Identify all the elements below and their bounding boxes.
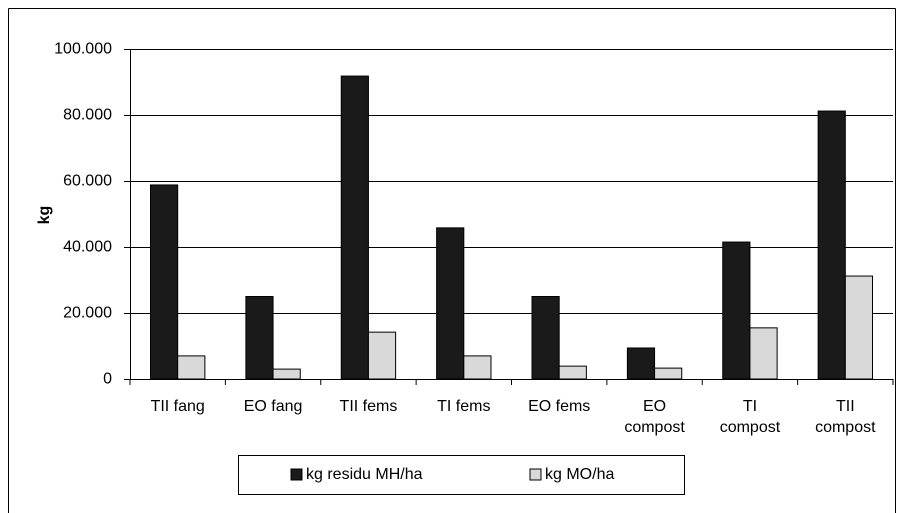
x-tick-label: EO fems bbox=[528, 398, 590, 415]
x-tick-label-line: EO bbox=[643, 398, 666, 415]
x-tick-label-line: TI bbox=[743, 398, 757, 415]
x-tick-label: TII fang bbox=[151, 398, 205, 415]
x-tick-label: TII fems bbox=[340, 398, 398, 415]
bar bbox=[340, 75, 369, 380]
bar bbox=[654, 367, 683, 380]
x-tick-label-line: compost bbox=[720, 419, 781, 436]
y-axis-label: kg bbox=[36, 206, 53, 225]
legend-swatch bbox=[529, 468, 542, 481]
y-tick-label: 0 bbox=[103, 371, 112, 388]
bar bbox=[436, 227, 465, 380]
bar bbox=[245, 296, 274, 380]
bar bbox=[817, 110, 846, 380]
y-tick-label: 100.000 bbox=[54, 41, 112, 58]
bar bbox=[722, 241, 751, 380]
y-tick-label: 20.000 bbox=[63, 305, 112, 322]
bar bbox=[749, 327, 778, 380]
x-tick-label-line: compost bbox=[815, 419, 876, 436]
bar bbox=[177, 355, 206, 380]
bar bbox=[367, 331, 397, 380]
legend-label: kg MO/ha bbox=[545, 466, 614, 483]
bar bbox=[844, 275, 873, 380]
bar bbox=[150, 184, 179, 380]
legend-swatch bbox=[290, 468, 303, 481]
y-tick-label: 80.000 bbox=[63, 107, 112, 124]
bar bbox=[626, 347, 656, 380]
legend-box bbox=[238, 455, 685, 495]
x-tick-label-line: TII bbox=[836, 398, 855, 415]
x-tick-label: TI compost bbox=[720, 398, 781, 436]
x-tick-label: TI fems bbox=[437, 398, 490, 415]
x-tick-label-line: compost bbox=[624, 419, 685, 436]
y-tick-label: 60.000 bbox=[63, 173, 112, 190]
x-tick-label: TII compost bbox=[815, 398, 876, 436]
x-tick-label: EO fang bbox=[244, 398, 303, 415]
bar bbox=[463, 355, 492, 380]
bar bbox=[558, 365, 587, 380]
x-tick-label: EO compost bbox=[624, 398, 685, 436]
bar bbox=[531, 296, 560, 380]
legend-label: kg residu MH/ha bbox=[306, 466, 423, 483]
bar bbox=[272, 368, 301, 380]
y-tick-label: 40.000 bbox=[63, 239, 112, 256]
